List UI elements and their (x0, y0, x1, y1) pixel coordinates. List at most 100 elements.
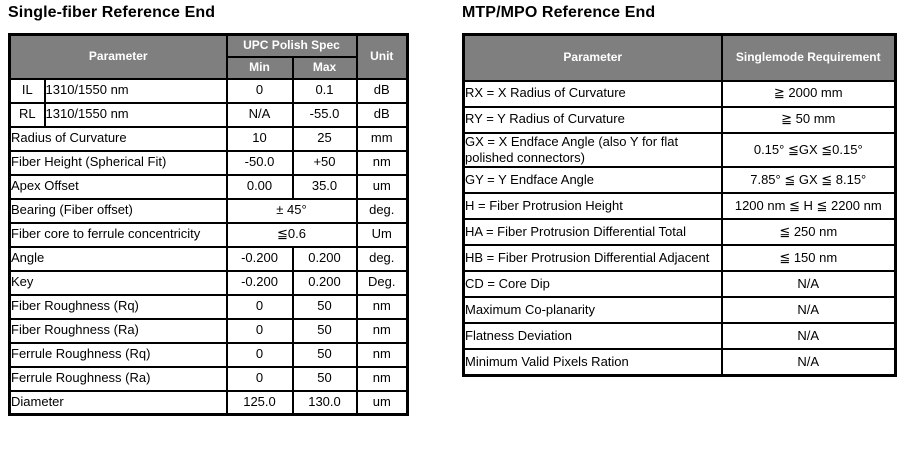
requirement-cell: ≧ 50 mm (720, 105, 897, 134)
min-cell: 0 (225, 293, 294, 320)
code-cell: IL (8, 77, 46, 104)
table-row: Fiber Roughness (Rq) 0 50 nm (8, 293, 409, 320)
code-cell: RL (8, 101, 46, 128)
min-cell: -50.0 (225, 149, 294, 176)
table-row: Fiber Height (Spherical Fit) -50.0 +50 n… (8, 149, 409, 176)
requirement-cell: 7.85° ≦ GX ≦ 8.15° (720, 166, 897, 194)
table-row: RY = Y Radius of Curvature ≧ 50 mm (462, 105, 897, 134)
min-cell: 0.00 (225, 173, 294, 200)
max-cell: 0.1 (291, 77, 358, 104)
param-cell: Maximum Co-planarity (462, 296, 723, 324)
table-row: RL 1310/1550 nm N/A -55.0 dB (8, 101, 409, 128)
unit-cell: Deg. (355, 269, 409, 296)
table-row: Radius of Curvature 10 25 mm (8, 125, 409, 152)
param-cell: Flatness Deviation (462, 322, 723, 350)
unit-cell: Um (355, 221, 409, 248)
param-cell: HA = Fiber Protrusion Differential Total (462, 218, 723, 246)
param-cell: HB = Fiber Protrusion Differential Adjac… (462, 244, 723, 272)
requirement-cell: N/A (720, 270, 897, 298)
col-header-min: Min (225, 55, 294, 80)
unit-cell: um (355, 389, 409, 416)
param-cell: Fiber Roughness (Rq) (8, 293, 228, 320)
table-header-row: Parameter UPC Polish Spec Unit (8, 33, 409, 80)
unit-cell: nm (355, 317, 409, 344)
table-header-row: Parameter Singlemode Requirement (462, 33, 897, 82)
unit-cell: deg. (355, 197, 409, 224)
spanned-value-cell: ± 45° (225, 197, 358, 224)
col-header-parameter: Parameter (8, 33, 228, 80)
min-cell: -0.200 (225, 269, 294, 296)
param-cell: Radius of Curvature (8, 125, 228, 152)
max-cell: 0.200 (291, 269, 358, 296)
right-table-title: MTP/MPO Reference End (462, 4, 656, 21)
table-row: HA = Fiber Protrusion Differential Total… (462, 218, 897, 246)
table-row: Bearing (Fiber offset) ± 45° deg. (8, 197, 409, 224)
min-cell: 0 (225, 77, 294, 104)
min-cell: 0 (225, 365, 294, 392)
max-cell: 25 (291, 125, 358, 152)
min-cell: N/A (225, 101, 294, 128)
requirement-cell: N/A (720, 296, 897, 324)
requirement-cell: ≦ 250 nm (720, 218, 897, 246)
table-row: Diameter 125.0 130.0 um (8, 389, 409, 416)
table-row: CD = Core Dip N/A (462, 270, 897, 298)
table-row: IL 1310/1550 nm 0 0.1 dB (8, 77, 409, 104)
max-cell: 50 (291, 365, 358, 392)
mtp-mpo-spec-table: Parameter Singlemode Requirement RX = X … (462, 33, 897, 377)
param-cell: RX = X Radius of Curvature (462, 79, 723, 108)
min-cell: -0.200 (225, 245, 294, 272)
col-header-unit: Unit (355, 33, 409, 80)
min-cell: 0 (225, 341, 294, 368)
mtp-mpo-panel: Parameter Singlemode Requirement RX = X … (462, 33, 897, 377)
param-cell: Fiber Roughness (Ra) (8, 317, 228, 344)
requirement-cell: 1200 nm ≦ H ≦ 2200 nm (720, 192, 897, 220)
max-cell: 50 (291, 317, 358, 344)
max-cell: 35.0 (291, 173, 358, 200)
table-row: Fiber Roughness (Ra) 0 50 nm (8, 317, 409, 344)
param-cell: H = Fiber Protrusion Height (462, 192, 723, 220)
unit-cell: nm (355, 341, 409, 368)
param-cell: Apex Offset (8, 173, 228, 200)
param-cell: CD = Core Dip (462, 270, 723, 298)
single-fiber-spec-table: Parameter UPC Polish Spec Unit Min Max I… (8, 33, 409, 416)
unit-cell: nm (355, 293, 409, 320)
table-row: GY = Y Endface Angle 7.85° ≦ GX ≦ 8.15° (462, 166, 897, 194)
param-cell: Ferrule Roughness (Ra) (8, 365, 228, 392)
unit-cell: um (355, 173, 409, 200)
table-row: Flatness Deviation N/A (462, 322, 897, 350)
table-row: Maximum Co-planarity N/A (462, 296, 897, 324)
table-row: Fiber core to ferrule concentricity ≦0.6… (8, 221, 409, 248)
table-row: HB = Fiber Protrusion Differential Adjac… (462, 244, 897, 272)
table-row: RX = X Radius of Curvature ≧ 2000 mm (462, 79, 897, 108)
requirement-cell: N/A (720, 322, 897, 350)
param-cell: GX = X Endface Angle (also Y for flat po… (462, 131, 723, 168)
min-cell: 125.0 (225, 389, 294, 416)
param-cell: Fiber core to ferrule concentricity (8, 221, 228, 248)
col-header-upc-polish-spec: UPC Polish Spec (225, 33, 358, 58)
max-cell: 0.200 (291, 245, 358, 272)
single-fiber-panel: Parameter UPC Polish Spec Unit Min Max I… (8, 33, 409, 416)
table-subheader-row: Min Max (10, 55, 408, 80)
max-cell: +50 (291, 149, 358, 176)
unit-cell: nm (355, 365, 409, 392)
table-row: Ferrule Roughness (Ra) 0 50 nm (8, 365, 409, 392)
col-header-singlemode-requirement: Singlemode Requirement (720, 33, 897, 82)
param-cell: 1310/1550 nm (43, 101, 228, 128)
max-cell: 130.0 (291, 389, 358, 416)
max-cell: -55.0 (291, 101, 358, 128)
min-cell: 10 (225, 125, 294, 152)
table-row: H = Fiber Protrusion Height 1200 nm ≦ H … (462, 192, 897, 220)
table-row: Key -0.200 0.200 Deg. (8, 269, 409, 296)
table-row: Apex Offset 0.00 35.0 um (8, 173, 409, 200)
unit-cell: nm (355, 149, 409, 176)
max-cell: 50 (291, 341, 358, 368)
max-cell: 50 (291, 293, 358, 320)
unit-cell: deg. (355, 245, 409, 272)
table-row: Ferrule Roughness (Rq) 0 50 nm (8, 341, 409, 368)
param-cell: Key (8, 269, 228, 296)
requirement-cell: 0.15° ≦GX ≦0.15° (720, 131, 897, 168)
unit-cell: mm (355, 125, 409, 152)
col-header-max: Max (291, 55, 358, 80)
param-cell: RY = Y Radius of Curvature (462, 105, 723, 134)
table-row: Minimum Valid Pixels Ration N/A (462, 348, 897, 376)
